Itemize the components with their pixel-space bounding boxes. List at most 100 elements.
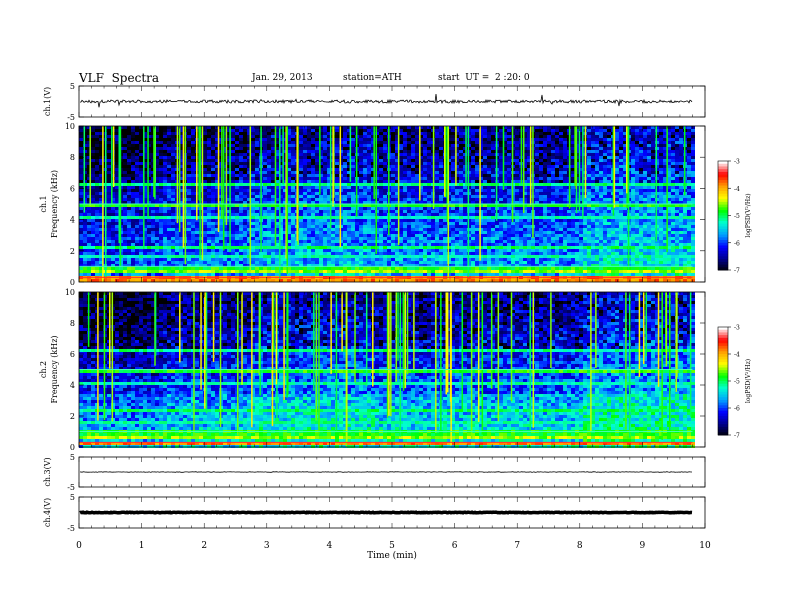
spectrogram-cell (451, 159, 455, 162)
spectrogram-cell (239, 273, 243, 276)
spectrogram-cell (239, 183, 243, 186)
spectrogram-cell (275, 195, 279, 198)
spectrogram-cell (379, 195, 383, 198)
spectrogram-cell (79, 162, 83, 165)
spectrogram-cell (127, 237, 131, 240)
spectrogram-cell (411, 198, 415, 201)
spectrogram-cell (435, 132, 439, 135)
spectrogram-cell (135, 216, 139, 219)
spectrogram-cell (255, 147, 259, 150)
spectrogram-cell (427, 249, 431, 252)
spectrogram-cell (87, 270, 91, 273)
spectrogram-cell (351, 192, 355, 195)
spectrogram-cell (115, 183, 119, 186)
spectrogram-cell (451, 189, 455, 192)
spectrogram-cell (415, 144, 419, 147)
spectrogram-cell (419, 168, 423, 171)
spectrogram-cell (187, 201, 191, 204)
spectrogram-cell (323, 153, 327, 156)
spectrogram-cell (427, 141, 431, 144)
spectrogram-cell (83, 255, 87, 258)
spectrogram-cell (335, 231, 339, 234)
spectrogram-cell (327, 126, 331, 129)
spectrogram-cell (383, 171, 387, 174)
spectrogram-cell (199, 267, 203, 270)
spectrogram-cell (247, 126, 251, 129)
spectrogram-cell (223, 174, 227, 177)
spectrogram-cell (327, 213, 331, 216)
spectrogram-cell (83, 225, 87, 228)
spectrogram-cell (343, 183, 347, 186)
spectrogram-cell (311, 249, 315, 252)
spectrogram-cell (307, 243, 311, 246)
spectrogram-cell (371, 126, 375, 129)
spectrogram-cell (207, 240, 211, 243)
spectrogram-cell (247, 171, 251, 174)
spectrogram-cell (399, 126, 403, 129)
spectrogram-cell (231, 165, 235, 168)
spectrogram-cell (139, 159, 143, 162)
spectrogram-cell (407, 273, 411, 276)
spectrogram-cell (367, 153, 371, 156)
spectrogram-cell (303, 141, 307, 144)
spectrogram-cell (115, 147, 119, 150)
spectrogram-cell (255, 129, 259, 132)
spectrogram-cell (299, 207, 303, 210)
spectrogram-cell (435, 186, 439, 189)
spectrogram-cell (191, 135, 195, 138)
spectrogram-cell (451, 168, 455, 171)
spectrogram-cell (343, 150, 347, 153)
spectrogram-cell (279, 216, 283, 219)
spectrogram-cell (299, 156, 303, 159)
spectrogram-cell (199, 246, 203, 249)
spectrogram-cell (203, 153, 207, 156)
spectrogram-cell (135, 171, 139, 174)
spectrogram-cell (239, 198, 243, 201)
spectrogram-cell (391, 279, 395, 282)
spectrogram-cell (127, 174, 131, 177)
spectrogram-cell (319, 153, 323, 156)
spectrogram-cell (427, 258, 431, 261)
spectrogram-cell (303, 132, 307, 135)
spectrogram-cell (263, 159, 267, 162)
spectrogram-cell (283, 177, 287, 180)
spectrogram-cell (83, 240, 87, 243)
spectrogram-cell (319, 258, 323, 261)
spectrogram-cell (395, 204, 399, 207)
spectrogram-cell (287, 264, 291, 267)
spectrogram-cell (151, 279, 155, 282)
spectrogram-cell (439, 168, 443, 171)
spectrogram-cell (351, 189, 355, 192)
spectrogram-cell (227, 141, 231, 144)
spectrogram-cell (359, 195, 363, 198)
spectrogram-cell (267, 261, 271, 264)
spectrogram-cell (347, 174, 351, 177)
spectrogram-cell (159, 156, 163, 159)
spectrogram-cell (315, 156, 319, 159)
spectrogram-cell (159, 252, 163, 255)
spectrogram-cell (415, 138, 419, 141)
spectrogram-cell (427, 198, 431, 201)
spectrogram-cell (155, 243, 159, 246)
spectrogram-cell (331, 216, 335, 219)
spectrogram-cell (351, 201, 355, 204)
spectrogram-cell (255, 210, 259, 213)
spectrogram-cell (275, 225, 279, 228)
spectrogram-cell (279, 192, 283, 195)
spectrogram-cell (135, 270, 139, 273)
spectrogram-cell (95, 267, 99, 270)
spectrogram-cell (143, 183, 147, 186)
spectrogram-cell (299, 228, 303, 231)
spectrogram-cell (379, 159, 383, 162)
spectrogram-cell (239, 195, 243, 198)
spectrogram-cell (395, 132, 399, 135)
spectrogram-cell (391, 207, 395, 210)
spectrogram-cell (355, 246, 359, 249)
spectrogram-cell (179, 126, 183, 129)
spectrogram-cell (299, 270, 303, 273)
spectrogram-cell (267, 255, 271, 258)
spectrogram-cell (151, 240, 155, 243)
spectrogram-cell (123, 168, 127, 171)
spectrogram-cell (383, 249, 387, 252)
spectrogram-cell (135, 228, 139, 231)
